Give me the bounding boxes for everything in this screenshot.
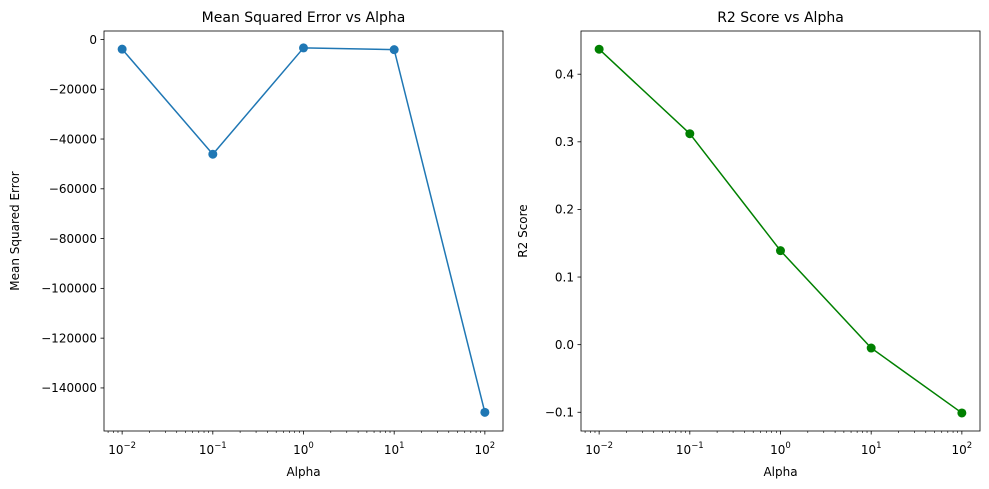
r2-chart-title: R2 Score vs Alpha: [717, 10, 844, 26]
r2-x-tick-label: 102: [952, 441, 973, 457]
mse-y-tick-label: −20000: [49, 83, 97, 97]
r2-x-tick-base: 10: [585, 443, 600, 457]
mse-x-tick-label: 100: [293, 441, 314, 457]
mse-axes-frame: [103, 30, 504, 432]
r2-x-tick-base: 10: [676, 443, 691, 457]
mse-y-tick-label: 0: [89, 33, 97, 47]
mse-data-point: [298, 43, 308, 53]
mse-x-tick-label: 10−2: [108, 441, 136, 457]
mse-x-tick-base: 10: [199, 443, 214, 457]
mse-y-tick-label: −80000: [49, 232, 97, 246]
mse-x-tick-label: 101: [384, 441, 405, 457]
r2-y-tick-label: 0.0: [555, 338, 574, 352]
mse-y-tick-label: −120000: [41, 331, 97, 345]
r2-data-point: [594, 44, 604, 54]
r2-axes-frame: [580, 30, 981, 432]
mse-y-tick-label: −40000: [49, 132, 97, 146]
r2-y-tick-label: 0.3: [555, 135, 574, 149]
r2-x-tick-label: 10−1: [676, 441, 704, 457]
mse-x-tick-base: 10: [293, 443, 308, 457]
r2-y-tick-label: 0.4: [555, 68, 574, 82]
mse-x-tick-base: 10: [475, 443, 490, 457]
mse-x-tick-exponent: 0: [308, 441, 313, 451]
mse-chart-panel: Mean Squared Error vs Alpha Alpha Mean Squ…: [8, 10, 504, 479]
r2-data-point: [866, 343, 876, 353]
mse-x-tick-exponent: −2: [124, 441, 137, 451]
r2-x-tick-exponent: 0: [785, 441, 790, 451]
r2-x-tick-exponent: 2: [967, 441, 972, 451]
mse-chart-title: Mean Squared Error vs Alpha: [202, 10, 406, 26]
mse-x-tick-exponent: 2: [490, 441, 495, 451]
mse-x-axis-label: Alpha: [286, 465, 320, 479]
mse-data-point: [208, 149, 218, 159]
r2-y-tick-label: 0.2: [555, 203, 574, 217]
r2-data-point: [775, 246, 785, 256]
r2-y-axis-label: R2 Score: [516, 204, 530, 257]
r2-x-tick-exponent: 1: [876, 441, 881, 451]
r2-x-tick-label: 100: [770, 441, 791, 457]
r2-y-tick-label: −0.1: [545, 406, 574, 420]
mse-y-axis-label: Mean Squared Error: [8, 171, 22, 291]
r2-x-tick-label: 101: [861, 441, 882, 457]
r2-x-tick-base: 10: [861, 443, 876, 457]
r2-x-tick-exponent: −2: [601, 441, 614, 451]
mse-x-tick-base: 10: [108, 443, 123, 457]
mse-x-tick-exponent: −1: [214, 441, 227, 451]
mse-data-point: [480, 407, 490, 417]
r2-series-line: [598, 48, 963, 414]
mse-data-point: [117, 44, 127, 54]
r2-y-tick-label: 0.1: [555, 270, 574, 284]
r2-data-point: [685, 129, 695, 139]
mse-data-point: [389, 45, 399, 55]
mse-x-tick-label: 102: [475, 441, 496, 457]
mse-x-tick-base: 10: [384, 443, 399, 457]
mse-y-tick-label: −100000: [41, 282, 97, 296]
mse-x-tick-label: 10−1: [199, 441, 227, 457]
r2-x-tick-label: 10−2: [585, 441, 613, 457]
mse-y-tick-label: −140000: [41, 381, 97, 395]
r2-x-tick-base: 10: [952, 443, 967, 457]
r2-x-tick-base: 10: [770, 443, 785, 457]
r2-data-point: [957, 408, 967, 418]
mse-series-line: [121, 47, 486, 413]
mse-x-tick-exponent: 1: [399, 441, 404, 451]
r2-x-tick-exponent: −1: [691, 441, 704, 451]
mse-y-tick-label: −60000: [49, 182, 97, 196]
r2-x-axis-label: Alpha: [763, 465, 797, 479]
